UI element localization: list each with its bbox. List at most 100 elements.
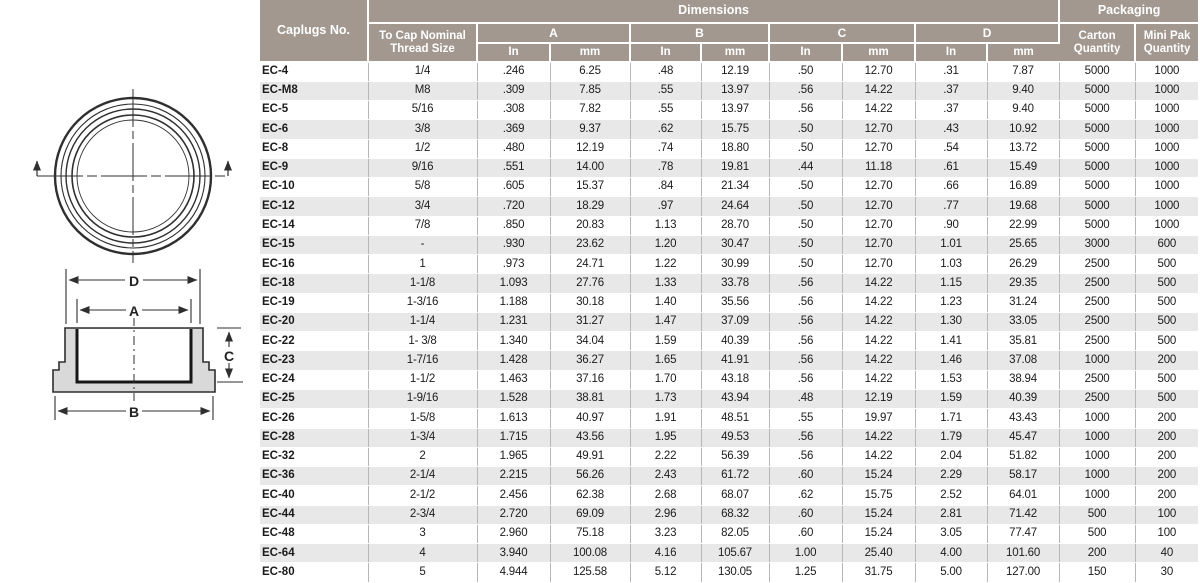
caplugs-no-cell: EC-23 xyxy=(260,350,369,371)
value-cell: 1.231 xyxy=(477,312,551,333)
dimension-a: A xyxy=(76,299,192,323)
value-cell: 20.83 xyxy=(550,216,631,236)
value-cell: 19.81 xyxy=(701,158,770,179)
value-cell: - xyxy=(368,235,478,256)
value-cell: 200 xyxy=(1135,408,1199,429)
value-cell: 38.94 xyxy=(987,370,1060,391)
value-cell: 15.24 xyxy=(842,524,916,545)
col-header-c-mm: mm xyxy=(842,43,916,63)
value-cell: 9.40 xyxy=(987,81,1060,102)
value-cell: 5000 xyxy=(1059,139,1136,159)
table-row: EC-40 2-1/2 2.456 62.38 2.68 68.07.62 15.75 2.5… xyxy=(260,485,1199,506)
value-cell: 1000 xyxy=(1135,119,1199,140)
value-cell: 3000 xyxy=(1059,235,1136,256)
cap-top-view xyxy=(33,89,232,263)
value-cell: 1.965 xyxy=(477,447,551,468)
table-row: EC-32 2 1.965 49.91 2.22 56.39.56 14.22 2.04 51.… xyxy=(260,447,1199,468)
value-cell: 2500 xyxy=(1059,370,1136,391)
value-cell: 1.528 xyxy=(477,389,551,410)
value-cell: 40.97 xyxy=(550,408,631,429)
value-cell: 36.27 xyxy=(550,350,631,371)
caplugs-no-cell: EC-32 xyxy=(260,447,369,468)
value-cell: 1-3/16 xyxy=(368,293,478,313)
value-cell: 2.96 xyxy=(630,505,702,525)
value-cell: 2500 xyxy=(1059,331,1136,352)
value-cell: .50 xyxy=(769,216,843,236)
value-cell: .56 xyxy=(769,447,843,468)
value-cell: 12.70 xyxy=(842,196,916,217)
col-header-b-in: In xyxy=(630,43,702,63)
value-cell: 5000 xyxy=(1059,100,1136,121)
value-cell: 29.35 xyxy=(987,273,1060,294)
value-cell: 37.09 xyxy=(701,312,770,333)
value-cell: 41.91 xyxy=(701,350,770,371)
value-cell: 100 xyxy=(1135,524,1199,545)
value-cell: 9.40 xyxy=(987,100,1060,121)
table-row: EC-20 1-1/4 1.231 31.27 1.47 37.09.56 14.22 1.3… xyxy=(260,312,1199,333)
value-cell: 12.19 xyxy=(701,62,770,82)
value-cell: 7.85 xyxy=(550,81,631,102)
value-cell: .60 xyxy=(769,505,843,525)
value-cell: 200 xyxy=(1135,485,1199,506)
value-cell: 4.00 xyxy=(915,543,988,564)
value-cell: 2.22 xyxy=(630,447,702,468)
value-cell: 1.41 xyxy=(915,331,988,352)
value-cell: 27.76 xyxy=(550,273,631,294)
value-cell: 14.22 xyxy=(842,81,916,102)
value-cell: 1000 xyxy=(1135,216,1199,236)
value-cell: 1.59 xyxy=(630,331,702,352)
value-cell: 500 xyxy=(1135,293,1199,313)
value-cell: 2500 xyxy=(1059,293,1136,313)
value-cell: 14.22 xyxy=(842,428,916,448)
value-cell: 1.188 xyxy=(477,293,551,313)
caplugs-no-cell: EC-22 xyxy=(260,331,369,352)
value-cell: .551 xyxy=(477,158,551,179)
value-cell: 43.56 xyxy=(550,428,631,448)
value-cell: 58.17 xyxy=(987,466,1060,487)
table-row: EC-15- .930 23.62 1.20 30.47.50 12.70 1.01 25.6… xyxy=(260,235,1199,256)
value-cell: 1-7/16 xyxy=(368,350,478,371)
value-cell: 1.20 xyxy=(630,235,702,256)
value-cell: 2-1/4 xyxy=(368,466,478,487)
value-cell: 25.40 xyxy=(842,543,916,564)
value-cell: 6.25 xyxy=(550,62,631,82)
value-cell: 43.18 xyxy=(701,370,770,391)
value-cell: .61 xyxy=(915,158,988,179)
value-cell: 2.215 xyxy=(477,466,551,487)
table-row: EC-6 3/8.369 9.37.62 15.75.50 12.70.43 10.92 5… xyxy=(260,119,1199,140)
value-cell: .43 xyxy=(915,119,988,140)
col-header-d-mm: mm xyxy=(987,43,1060,63)
value-cell: .66 xyxy=(915,177,988,198)
value-cell: 1-9/16 xyxy=(368,389,478,410)
value-cell: 14.22 xyxy=(842,331,916,352)
value-cell: 40.39 xyxy=(987,389,1060,410)
caplugs-no-cell: EC-25 xyxy=(260,389,369,410)
value-cell: 30.18 xyxy=(550,293,631,313)
value-cell: 9.37 xyxy=(550,119,631,140)
value-cell: 1-1/2 xyxy=(368,370,478,391)
caplugs-no-cell: EC-14 xyxy=(260,216,369,236)
value-cell: 56.39 xyxy=(701,447,770,468)
value-cell: .55 xyxy=(630,81,702,102)
value-cell: 1000 xyxy=(1059,350,1136,371)
col-header-b-mm: mm xyxy=(701,43,770,63)
table-row: EC-48 3 2.960 75.18 3.23 82.05.60 15.24 3.05 77.… xyxy=(260,524,1199,545)
value-cell: 68.32 xyxy=(701,505,770,525)
value-cell: 3.23 xyxy=(630,524,702,545)
value-cell: 25.65 xyxy=(987,235,1060,256)
value-cell: 40 xyxy=(1135,543,1199,564)
table-row: EC-12 3/4.720 18.29.97 24.64.50 12.70.77 19.6… xyxy=(260,196,1199,217)
value-cell: 600 xyxy=(1135,235,1199,256)
value-cell: 1000 xyxy=(1135,158,1199,179)
value-cell: 13.97 xyxy=(701,81,770,102)
value-cell: 1-1/8 xyxy=(368,273,478,294)
value-cell: 12.70 xyxy=(842,235,916,256)
value-cell: 21.34 xyxy=(701,177,770,198)
value-cell: 3 xyxy=(368,524,478,545)
col-header-packaging: Packaging xyxy=(1059,0,1199,24)
value-cell: 1000 xyxy=(1135,100,1199,121)
value-cell: 1.91 xyxy=(630,408,702,429)
table-row: EC-8 1/2.480 12.19.74 18.80.50 12.70.54 13.72… xyxy=(260,139,1199,159)
value-cell: .56 xyxy=(769,293,843,313)
